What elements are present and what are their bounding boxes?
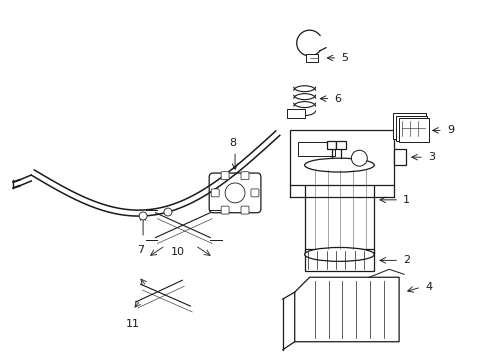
FancyBboxPatch shape xyxy=(209,173,261,213)
FancyBboxPatch shape xyxy=(250,189,258,197)
Polygon shape xyxy=(294,277,398,342)
Ellipse shape xyxy=(304,247,373,261)
Text: 2: 2 xyxy=(402,255,409,265)
FancyBboxPatch shape xyxy=(304,165,373,255)
FancyBboxPatch shape xyxy=(241,206,248,214)
FancyBboxPatch shape xyxy=(326,141,336,149)
FancyBboxPatch shape xyxy=(286,109,304,118)
FancyBboxPatch shape xyxy=(211,189,219,197)
FancyBboxPatch shape xyxy=(398,118,428,142)
FancyBboxPatch shape xyxy=(392,113,425,139)
Text: 11: 11 xyxy=(125,319,140,329)
FancyBboxPatch shape xyxy=(395,116,427,141)
FancyBboxPatch shape xyxy=(305,54,317,62)
FancyBboxPatch shape xyxy=(304,249,373,271)
Text: 3: 3 xyxy=(427,152,434,162)
Text: 7: 7 xyxy=(137,245,144,255)
Text: 6: 6 xyxy=(334,94,341,104)
FancyBboxPatch shape xyxy=(393,149,405,165)
Text: 10: 10 xyxy=(170,247,184,257)
FancyBboxPatch shape xyxy=(297,142,335,156)
FancyBboxPatch shape xyxy=(221,206,228,214)
Circle shape xyxy=(351,150,366,166)
FancyBboxPatch shape xyxy=(289,130,393,185)
Text: 8: 8 xyxy=(228,138,236,148)
Circle shape xyxy=(163,208,172,216)
Text: 9: 9 xyxy=(446,125,453,135)
Circle shape xyxy=(139,212,147,220)
FancyBboxPatch shape xyxy=(336,141,346,149)
Text: 1: 1 xyxy=(402,195,409,205)
FancyBboxPatch shape xyxy=(241,172,248,180)
Text: 4: 4 xyxy=(424,282,431,292)
FancyBboxPatch shape xyxy=(221,172,228,180)
Circle shape xyxy=(224,183,244,203)
Text: 5: 5 xyxy=(341,53,348,63)
Ellipse shape xyxy=(304,158,373,172)
